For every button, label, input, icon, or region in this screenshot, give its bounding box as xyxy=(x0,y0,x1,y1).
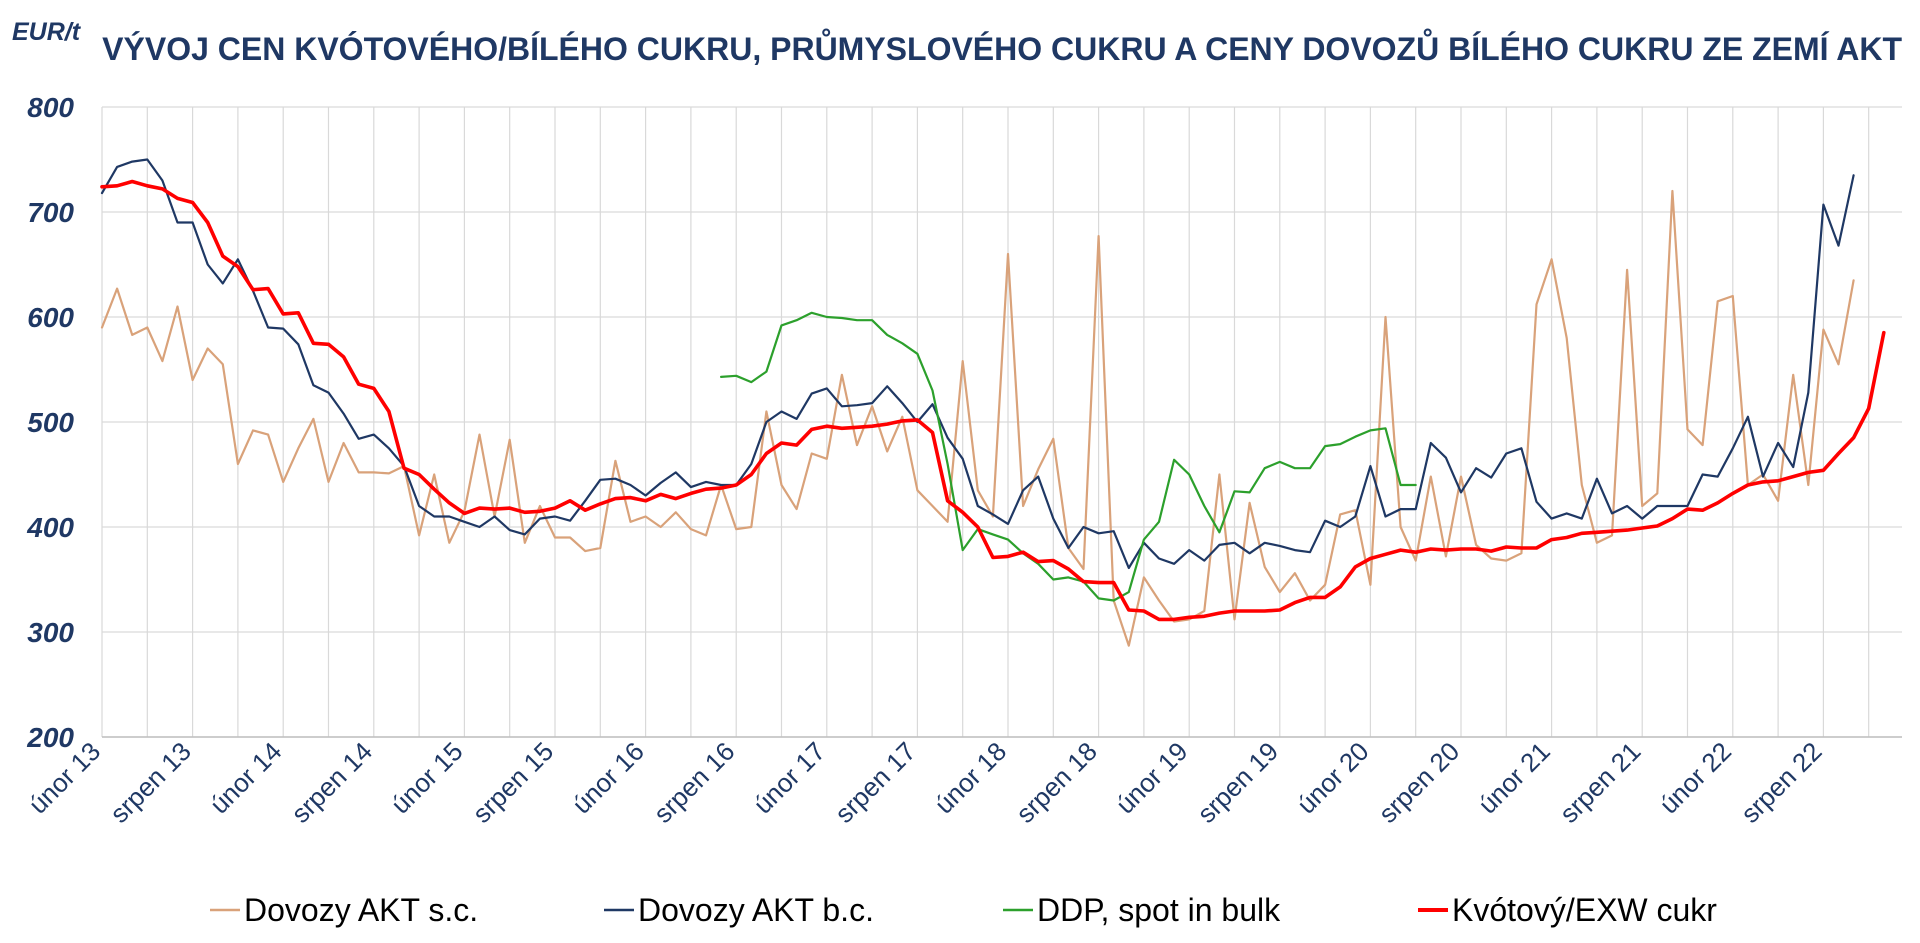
x-tick-label: srpen 20 xyxy=(1372,736,1465,829)
x-tick-label: srpen 18 xyxy=(1010,736,1103,829)
legend-entry: Kvótový/EXW cukr xyxy=(1452,892,1717,928)
y-tick-label: 300 xyxy=(27,617,74,648)
x-tick-label: srpen 22 xyxy=(1735,736,1828,829)
legend: Dovozy AKT s.c. Dovozy AKT b.c. DDP, spot … xyxy=(210,892,1717,928)
x-tick-label: srpen 17 xyxy=(829,736,922,829)
series-line xyxy=(100,179,1886,622)
series-line xyxy=(719,311,1417,602)
chart-title: VÝVOJ CEN KVÓTOVÉHO/BÍLÉHO CUKRU, PRŮMYS… xyxy=(102,29,1902,67)
x-tick-label: srpen 14 xyxy=(285,736,378,829)
x-tick-label: únor 22 xyxy=(1653,736,1737,820)
x-tick-label: únor 21 xyxy=(1472,736,1556,820)
y-tick-label: 800 xyxy=(27,92,74,123)
x-tick-label: únor 17 xyxy=(747,736,831,820)
x-tick-label: únor 19 xyxy=(1110,736,1194,820)
unit-label: EUR/t xyxy=(12,18,82,46)
y-tick-label: 400 xyxy=(26,512,74,543)
y-tick-label: 600 xyxy=(27,302,74,333)
x-tick-label: únor 16 xyxy=(566,736,650,820)
legend-entry: Dovozy AKT s.c. xyxy=(244,892,478,928)
x-tick-label: únor 14 xyxy=(204,736,288,820)
x-tick-label: únor 15 xyxy=(385,736,469,820)
y-tick-label: 700 xyxy=(27,197,74,228)
x-tick-label: srpen 16 xyxy=(648,736,741,829)
y-tick-label: 200 xyxy=(26,722,74,753)
x-tick-label: srpen 21 xyxy=(1554,736,1647,829)
series-line xyxy=(100,158,1855,570)
y-tick-label: 500 xyxy=(27,407,74,438)
x-tick-label: únor 20 xyxy=(1291,736,1375,820)
series-line xyxy=(100,189,1855,647)
x-tick-label: srpen 19 xyxy=(1191,736,1284,829)
plot-area xyxy=(100,158,1886,647)
grid xyxy=(101,106,1902,738)
x-tick-label: srpen 13 xyxy=(104,736,197,829)
legend-entry: Dovozy AKT b.c. xyxy=(638,892,874,928)
x-tick-label: únor 18 xyxy=(929,736,1013,820)
y-axis: 200 300 400 500 600 700 800 xyxy=(26,92,74,753)
legend-entry: DDP, spot in bulk xyxy=(1037,892,1281,928)
x-tick-label: srpen 15 xyxy=(466,736,559,829)
